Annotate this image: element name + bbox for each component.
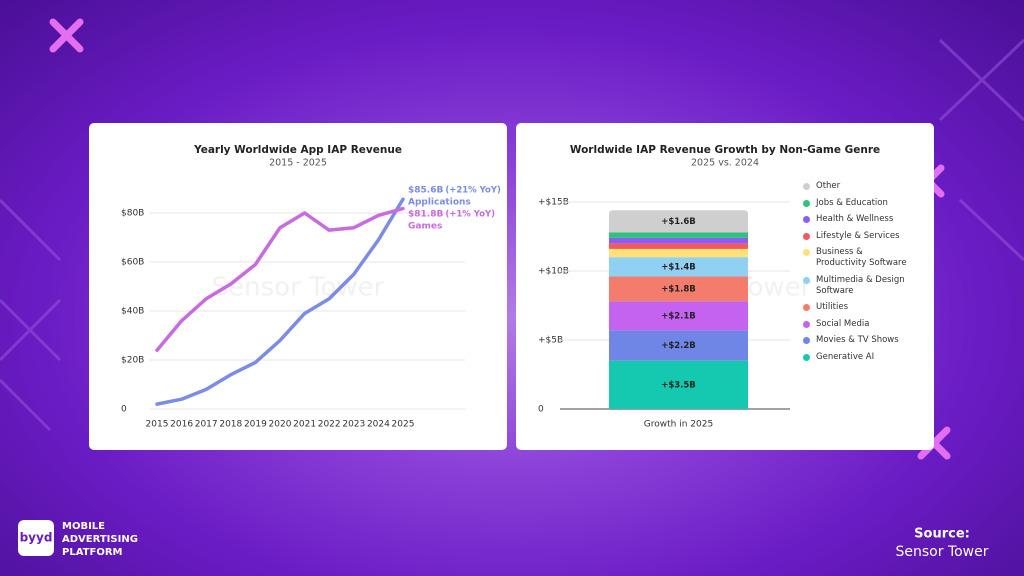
tagline: MOBILE [62, 521, 105, 532]
legend-item: Lifestyle & Services [803, 231, 915, 242]
annotation: (+21% YoY) [445, 186, 501, 196]
bar-segment [609, 257, 748, 277]
y-tick-label: 0 [538, 405, 544, 415]
data-label: +$1.8B [661, 284, 696, 294]
x-tick-label: 2019 [244, 420, 267, 430]
source-label: Source: [914, 527, 970, 542]
bar-segment [609, 232, 748, 238]
chart-subtitle: 2015 - 2025 [269, 158, 327, 169]
legend-label: Social Media [816, 318, 870, 329]
legend-swatch [803, 249, 810, 256]
legend-label: Jobs & Education [816, 197, 888, 208]
logo: byyd [20, 531, 53, 545]
x-tick-label: 2022 [318, 420, 341, 430]
tagline: PLATFORM [62, 547, 123, 558]
y-tick-label: 0 [121, 405, 127, 415]
x-tick-label: 2018 [219, 420, 242, 430]
chart-subtitle: 2025 vs. 2024 [691, 158, 759, 169]
x-tick-label: Growth in 2025 [644, 420, 713, 430]
chart-title: Worldwide IAP Revenue Growth by Non-Game… [570, 144, 880, 156]
x-tick-label: 2015 [146, 420, 169, 430]
tagline: ADVERTISING [62, 534, 138, 545]
bar-segment [609, 248, 748, 258]
card [89, 123, 507, 450]
legend-swatch [803, 353, 810, 361]
legend-item: Movies & TV Shows [803, 335, 915, 346]
logo-box [18, 520, 54, 556]
legend-swatch [803, 320, 810, 328]
bar-segment [609, 276, 748, 302]
data-label: +$1.6B [661, 217, 696, 227]
y-tick-label: $20B [121, 356, 144, 366]
source-name: Sensor Tower [896, 544, 989, 560]
legend-label: Business & Productivity Software [816, 247, 907, 268]
data-label: $81.8B [408, 210, 443, 220]
x-tick-label: 2023 [342, 420, 365, 430]
data-label: +$2.1B [661, 311, 696, 321]
bar-segment [609, 237, 748, 244]
x-tick-label: 2024 [367, 420, 390, 430]
line [155, 206, 405, 352]
legend-item: Social Media [803, 319, 915, 330]
bar-segment [609, 301, 748, 331]
y-tick-label: $40B [121, 307, 144, 317]
legend-label: Other [816, 181, 841, 191]
data-label: +$3.5B [661, 380, 696, 390]
x-tick-label: 2020 [269, 420, 292, 430]
bar-segment [609, 210, 748, 233]
decoration [0, 38, 1024, 432]
x-tick-label: 2016 [170, 420, 193, 430]
legend-label: Utilities [816, 302, 848, 312]
bar-segment [609, 330, 748, 361]
x-tick-label: 2021 [293, 420, 316, 430]
legend-item: Generative AI [803, 352, 915, 363]
legend-swatch [803, 232, 810, 240]
x-tick-label: 2017 [195, 420, 218, 430]
legend-label: Movies & TV Shows [816, 335, 899, 345]
line [155, 197, 405, 406]
series-label: Games [408, 222, 442, 232]
legend-item: Other [803, 181, 915, 192]
data-label: $85.6B [408, 186, 443, 196]
y-tick-label: +$10B [538, 267, 569, 277]
legend-swatch [803, 183, 810, 190]
legend-item: Utilities [803, 302, 915, 313]
legend: Other Jobs & Education Health & Wellness Li… [803, 181, 915, 368]
y-tick-label: $60B [121, 258, 144, 268]
legend-item: Jobs & Education [803, 198, 915, 209]
legend-item: Health & Wellness [803, 214, 915, 225]
legend-swatch [803, 276, 810, 284]
y-tick-label: +$5B [538, 336, 563, 346]
y-tick-label: $80B [121, 209, 144, 219]
legend-label: Generative AI [816, 351, 875, 362]
data-label: +$1.4B [661, 262, 696, 272]
legend-label: Lifestyle & Services [816, 230, 900, 241]
data-label: +$2.2B [661, 341, 696, 351]
legend-swatch [803, 199, 810, 207]
chart-title: Yearly Worldwide App IAP Revenue [193, 144, 402, 156]
legend-item: Multimedia & Design Software [803, 275, 915, 297]
x-tick-label: 2025 [392, 420, 415, 430]
legend-label: Multimedia & Design Software [816, 274, 905, 296]
annotation: (+1% YoY) [445, 210, 495, 220]
bar-segment [609, 360, 748, 409]
bar-segment [609, 243, 748, 249]
legend-label: Health & Wellness [816, 214, 894, 224]
legend-item: Business & Productivity Software [803, 247, 915, 269]
y-tick-label: +$15B [538, 198, 569, 208]
legend-swatch [803, 337, 810, 344]
legend-swatch [803, 304, 810, 311]
legend-swatch [803, 216, 810, 223]
series-label: Applications [408, 198, 471, 208]
